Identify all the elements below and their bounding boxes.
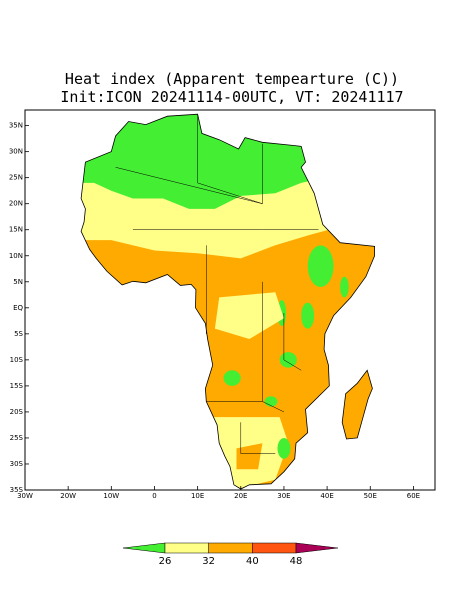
lat-tick-label: 5N — [13, 278, 23, 286]
field-yellow — [214, 292, 284, 339]
field-green — [223, 370, 241, 386]
colorbar-segment — [208, 542, 253, 554]
colorbar-segment — [164, 542, 209, 554]
border — [240, 422, 276, 454]
lon-tick-label: 10W — [103, 492, 119, 500]
lon-tick-label: 40E — [320, 492, 333, 500]
map — [80, 113, 376, 490]
colorbar-low — [122, 542, 166, 554]
field-green — [301, 302, 315, 329]
border — [283, 313, 302, 371]
field-orange — [236, 443, 263, 470]
lat-tick-label: 35S — [10, 486, 24, 494]
field-green — [277, 437, 291, 459]
lat-tick-label: 5S — [14, 330, 23, 338]
lat-tick-label: 30S — [10, 460, 24, 468]
colorbar-label: 40 — [246, 556, 259, 567]
colorbar-high — [295, 542, 339, 554]
lon-tick-label: 50E — [364, 492, 377, 500]
field-green — [340, 276, 349, 298]
title: Heat index (Apparent tempearture (C)) — [65, 70, 399, 88]
subtitle: Init:ICON 20241114-00UTC, VT: 20241117 — [60, 88, 403, 106]
lon-tick-label: 30W — [17, 492, 33, 500]
heat-fields — [81, 114, 375, 489]
lat-tick-label: 25N — [9, 174, 23, 182]
lat-tick-label: EQ — [13, 304, 23, 312]
lon-tick-label: 10E — [191, 492, 204, 500]
lat-tick-label: 10S — [10, 356, 24, 364]
coastline — [341, 369, 373, 440]
lat-tick-label: 25S — [10, 434, 24, 442]
lon-tick-label: 0 — [152, 492, 156, 500]
lat-tick-label: 15S — [10, 382, 24, 390]
field-green — [279, 352, 297, 368]
lon-tick-label: 60E — [407, 492, 420, 500]
lat-tick-label: 20S — [10, 408, 24, 416]
field-green — [307, 245, 334, 287]
colorbar-label: 32 — [202, 556, 215, 567]
colorbar-segment — [252, 542, 297, 554]
field-green — [264, 396, 278, 407]
lon-tick-label: 20E — [234, 492, 247, 500]
colorbar-label: 48 — [290, 556, 303, 567]
lat-tick-label: 20N — [9, 200, 23, 208]
lon-tick-label: 20W — [60, 492, 76, 500]
lon-tick-label: 30E — [277, 492, 290, 500]
lat-tick-label: 30N — [9, 148, 23, 156]
map-frame — [24, 109, 436, 491]
colorbar-label: 26 — [159, 556, 172, 567]
lat-tick-label: 15N — [9, 226, 23, 234]
coastline — [80, 113, 376, 490]
lat-tick-label: 35N — [9, 122, 23, 130]
lat-tick-label: 10N — [9, 252, 23, 260]
border — [197, 115, 263, 204]
